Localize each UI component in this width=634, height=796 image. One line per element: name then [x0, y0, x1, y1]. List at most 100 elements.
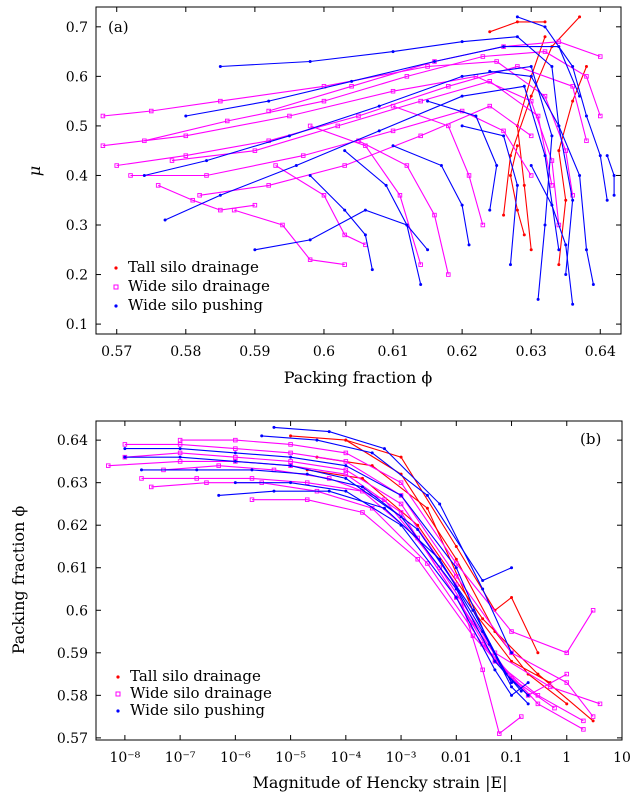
series-3-point: [308, 173, 312, 177]
series-3-point: [344, 464, 348, 468]
series-2-trajectory: [157, 184, 255, 211]
series-3-point: [493, 659, 497, 663]
series-1-point: [515, 20, 519, 24]
series-3-group: [142, 15, 616, 306]
series-2-point: [280, 222, 285, 228]
series-1-point: [578, 15, 582, 19]
series-3-point: [382, 506, 386, 510]
series-2-point: [273, 163, 278, 168]
series-3-point: [384, 183, 388, 187]
series-2-point: [432, 212, 437, 218]
series-2-point: [233, 437, 238, 443]
series-2-point: [437, 565, 442, 570]
series-2-point: [177, 450, 183, 456]
panel-a-ticks: 0.57 0.58 0.59 0.6 0.61 0.62 0.63 0.64 0.1 0.2 0.3…: [66, 7, 621, 360]
series-3-point: [123, 455, 127, 459]
series-2-point: [590, 608, 596, 613]
series-2-point: [266, 183, 271, 188]
series-2-point: [288, 459, 293, 464]
series-2-point: [106, 463, 111, 468]
series-2-point: [249, 476, 255, 481]
series-2-point: [418, 133, 423, 139]
y-tick-label: 0.58: [57, 688, 88, 704]
series-3-point: [550, 64, 554, 68]
series-2-point: [307, 257, 313, 262]
series-3-point: [529, 64, 533, 68]
x-tick-label: 0.01: [441, 750, 472, 766]
x-tick-label: 0.64: [585, 344, 616, 360]
series-2-point: [425, 64, 430, 69]
series-2-group: [100, 39, 603, 277]
y-tick-label: 0.63: [57, 476, 88, 492]
series-3-point: [178, 455, 182, 459]
series-2-point: [556, 39, 562, 44]
series-3-point: [605, 154, 609, 158]
series-1-point: [529, 94, 533, 98]
series-2-point: [122, 442, 128, 447]
panel-a-label: (a): [108, 18, 129, 36]
series-3-point: [377, 129, 381, 133]
series-3-trajectory: [261, 435, 512, 582]
series-2-trajectory: [116, 65, 588, 167]
series-3-point: [474, 114, 478, 118]
series-3-point: [605, 198, 609, 202]
series-3-point: [287, 134, 291, 138]
series-2-point: [204, 173, 209, 178]
y-tick-label: 0.57: [57, 731, 88, 747]
series-1-point: [564, 198, 568, 202]
series-3-point: [391, 50, 395, 54]
series-1-point: [529, 248, 533, 252]
series-2-point: [307, 123, 313, 129]
series-1-point: [522, 183, 526, 187]
series-2-point: [425, 561, 430, 566]
series-3-point: [294, 164, 298, 168]
series-3-point: [343, 149, 347, 153]
x-tick-label: 10⁻⁸: [109, 750, 140, 766]
series-3-point: [612, 193, 616, 197]
series-1-point: [584, 64, 588, 68]
series-3-point: [502, 45, 506, 49]
series-3-point: [250, 468, 254, 472]
series-3-point: [233, 451, 237, 455]
series-2-point: [466, 173, 472, 178]
series-3-point: [584, 248, 588, 252]
legend-marker: [114, 266, 118, 270]
series-2-point: [343, 471, 349, 477]
series-1-point: [515, 144, 519, 148]
series-1-point: [502, 213, 506, 217]
series-2-point: [390, 88, 396, 94]
series-3-point: [438, 502, 442, 506]
series-1-point: [536, 672, 540, 676]
series-2-point: [139, 476, 144, 481]
series-3-point: [370, 268, 374, 272]
series-2-point: [266, 108, 271, 114]
series-3-point: [493, 668, 497, 672]
series-3-point: [454, 566, 458, 570]
series-1-trajectory: [345, 439, 539, 654]
series-3-point: [399, 523, 403, 527]
series-3-trajectory: [344, 150, 422, 285]
series-3-point: [515, 15, 519, 19]
series-2-point: [564, 650, 570, 656]
series-3-point: [218, 64, 222, 68]
series-2-point: [454, 573, 459, 579]
series-3-point: [571, 302, 575, 306]
series-2-point: [155, 183, 161, 188]
series-2-point: [342, 262, 347, 267]
y-tick-label: 0.6: [66, 603, 88, 619]
series-3-point: [591, 282, 595, 286]
series-3-point: [460, 203, 464, 207]
series-2-point: [177, 442, 183, 447]
series-3-point: [416, 527, 420, 531]
series-1-point: [425, 506, 429, 510]
series-3-point: [426, 248, 430, 252]
series-3-point: [391, 144, 395, 148]
series-3-point: [308, 238, 312, 242]
legend-marker: [116, 709, 120, 713]
series-2-point: [446, 123, 451, 129]
x-tick-label: 10⁻⁵: [275, 750, 306, 766]
x-tick-label: 0.59: [239, 344, 270, 360]
legend-marker: [115, 691, 121, 697]
series-2-point: [183, 153, 189, 158]
